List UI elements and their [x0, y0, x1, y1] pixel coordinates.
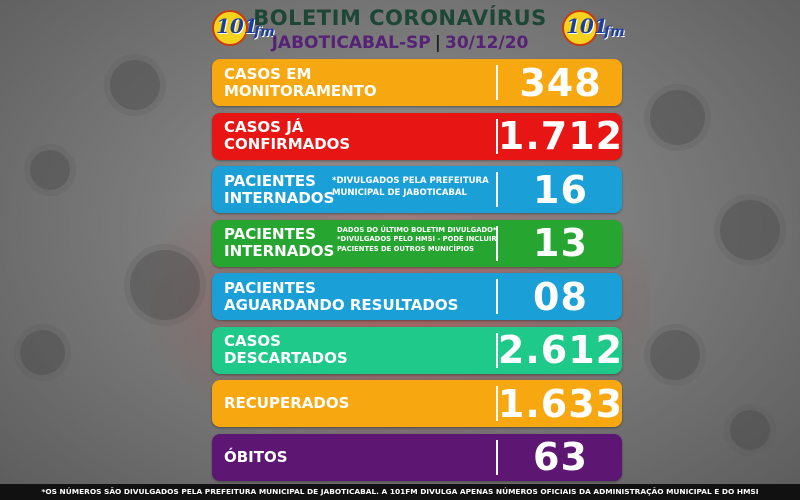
stat-label-line: INTERNADOS: [224, 188, 335, 207]
stat-label: CASOS EM MONITORAMENTO: [224, 59, 377, 106]
stat-label-line: CONFIRMADOS: [224, 135, 351, 153]
background-virus-icon: [30, 150, 70, 190]
stat-row-deaths: ÓBITOS 63: [212, 433, 622, 481]
stat-label: RECUPERADOS: [224, 380, 349, 427]
logo-ball-icon: [562, 10, 598, 46]
stat-divider: [496, 172, 498, 207]
stat-label-line: CASOS JÁ: [224, 118, 304, 136]
footer-disclaimer: *OS NÚMEROS SÃO DIVULGADOS PELA PREFEITU…: [0, 484, 800, 500]
stat-note-line: PACIENTES DE OUTROS MUNICÍPIOS: [337, 244, 475, 253]
stat-label-line: DESCARTADOS: [224, 349, 348, 367]
stats-list: CASOS EM MONITORAMENTO 348 CASOS JÁ CONF…: [212, 59, 622, 487]
stat-row-hospitalized-city: PACIENTES INTERNADOS *DIVULGADOS PELA PR…: [212, 166, 622, 213]
stat-note: *DIVULGADOS PELA PREFEITURA MUNICIPAL DE…: [332, 175, 489, 199]
logo-number: 101: [216, 14, 258, 38]
stat-row-hospitalized-hmsi: PACIENTES INTERNADOS DADOS DO ÚLTIMO BOL…: [212, 219, 622, 267]
stat-label-line: CASOS: [224, 332, 281, 350]
stat-label-line: MONITORAMENTO: [224, 81, 377, 100]
stat-label-line: PACIENTES: [224, 171, 316, 190]
stat-row-confirmed: CASOS JÁ CONFIRMADOS 1.712: [212, 112, 624, 160]
bulletin-title: BOLETIM CORONAVÍRUS: [253, 6, 547, 30]
stat-note-line: MUNICIPAL DE JABOTICABAL: [332, 188, 467, 198]
stat-label: PACIENTES INTERNADOS: [224, 166, 334, 213]
logo-suffix: fm: [604, 24, 625, 40]
stat-label-line: RECUPERADOS: [224, 394, 350, 412]
stat-divider: [496, 118, 498, 154]
background-virus-icon: [650, 330, 700, 380]
stat-value: 2.612: [497, 328, 624, 372]
stat-value: 1.712: [497, 114, 624, 158]
background-virus-icon: [650, 90, 705, 145]
stat-note-line: DADOS DO ÚLTIMO BOLETIM DIVULGADO*: [337, 225, 497, 234]
stat-divider: [496, 279, 498, 314]
stat-label-line: PACIENTES: [224, 278, 316, 297]
stat-note-line: *DIVULGADOS PELA PREFEITURA: [332, 176, 489, 186]
background-virus-icon: [110, 60, 160, 110]
logo-suffix: fm: [254, 24, 275, 40]
stat-value: 08: [533, 274, 588, 319]
header: 101 fm BOLETIM CORONAVÍRUS JABOTICABAL-S…: [0, 0, 800, 60]
stat-note: DADOS DO ÚLTIMO BOLETIM DIVULGADO* *DIVU…: [337, 226, 497, 255]
stat-row-awaiting-results: PACIENTES AGUARDANDO RESULTADOS 08: [212, 273, 622, 320]
stat-row-monitoring: CASOS EM MONITORAMENTO 348: [212, 59, 622, 106]
radio-logo-left: 101 fm: [212, 10, 284, 46]
background-virus-icon: [730, 410, 770, 450]
stat-value: 1.633: [497, 381, 624, 426]
stat-note-line: *DIVULGADOS PELO HMSI - PODE INCLUIR: [337, 235, 497, 243]
stat-label-line: ÓBITOS: [224, 447, 288, 466]
stat-label: PACIENTES INTERNADOS: [224, 220, 334, 267]
stat-divider: [496, 65, 498, 100]
stat-label: CASOS JÁ CONFIRMADOS: [224, 113, 350, 160]
stat-value: 63: [533, 435, 588, 479]
stat-label-line: CASOS EM: [224, 64, 312, 83]
stat-row-discarded: CASOS DESCARTADOS 2.612: [212, 326, 624, 374]
stat-value: 348: [519, 60, 602, 105]
background-virus-icon: [720, 200, 780, 260]
subtitle-separator: |: [434, 33, 441, 53]
stat-divider: [496, 225, 498, 261]
city-label: JABOTICABAL-SP: [271, 33, 431, 53]
stat-divider: [496, 332, 498, 368]
stat-label: CASOS DESCARTADOS: [224, 327, 348, 374]
stat-row-recovered: RECUPERADOS 1.633: [212, 380, 622, 427]
stat-value: 16: [533, 167, 588, 212]
stat-label: ÓBITOS: [224, 434, 288, 481]
stat-label-line: INTERNADOS: [224, 242, 335, 260]
background-virus-icon: [130, 250, 200, 320]
date-label: 30/12/20: [444, 33, 529, 53]
logo-ball-icon: [212, 10, 248, 46]
stat-label-line: AGUARDANDO RESULTADOS: [224, 295, 459, 314]
radio-logo-right: 101 fm: [562, 10, 634, 46]
stat-label-line: PACIENTES: [224, 225, 316, 243]
background-virus-icon: [20, 330, 65, 375]
stat-divider: [496, 439, 498, 475]
stat-label: PACIENTES AGUARDANDO RESULTADOS: [224, 273, 458, 320]
stat-value: 13: [533, 221, 588, 265]
bulletin-subtitle: JABOTICABAL-SP | 30/12/20: [0, 33, 800, 53]
logo-number: 101: [566, 14, 608, 38]
stat-divider: [496, 386, 498, 421]
